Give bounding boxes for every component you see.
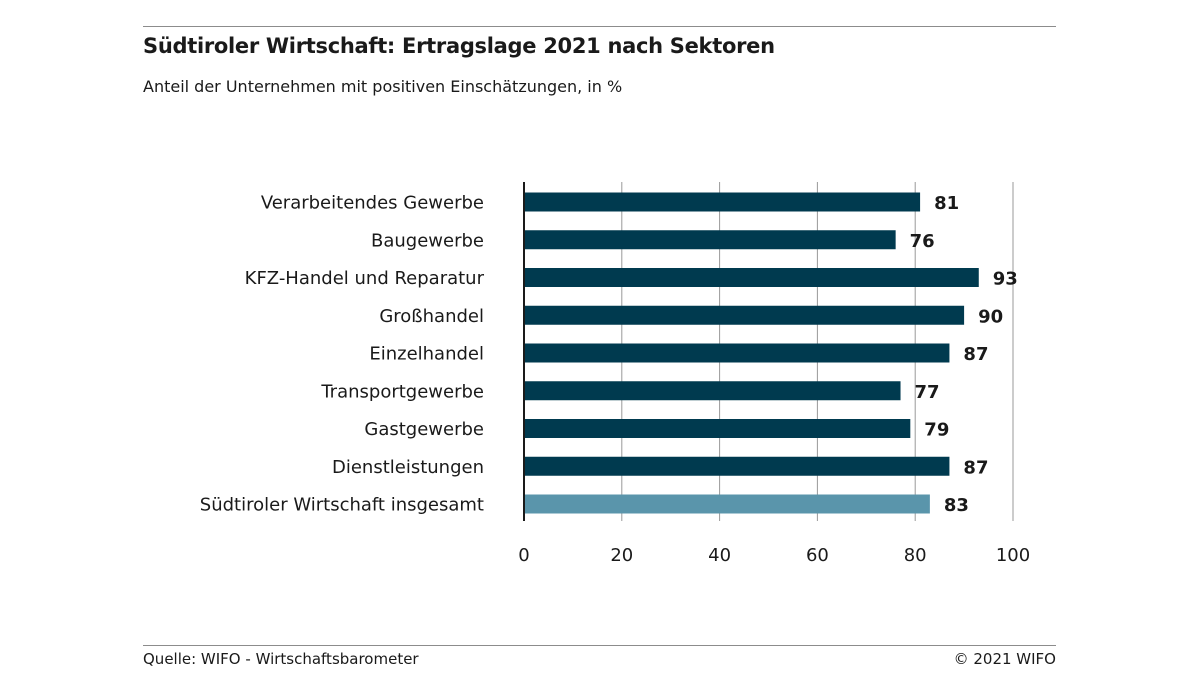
bar <box>524 381 901 401</box>
labels: 0 20 40 60 80 100 Verarbeitendes Gewerbe 81 Baug… <box>200 193 1030 567</box>
category-label: Großhandel <box>379 306 484 327</box>
copyright-note: © 2021 WIFO <box>953 650 1056 668</box>
value-label: 93 <box>993 269 1018 290</box>
category-label: Verarbeitendes Gewerbe <box>261 193 484 214</box>
bottom-rule <box>143 645 1056 646</box>
value-label: 87 <box>963 457 988 478</box>
category-label: KFZ-Handel und Reparatur <box>245 268 485 289</box>
bar <box>524 456 950 476</box>
bar <box>524 343 950 363</box>
bar <box>524 419 911 438</box>
value-label: 87 <box>963 344 988 365</box>
chart-title: Südtiroler Wirtschaft: Ertragslage 2021 … <box>143 34 775 58</box>
category-label: Dienstleistungen <box>332 457 484 478</box>
category-label: Gastgewerbe <box>364 419 484 440</box>
bars <box>524 192 979 514</box>
category-label: Einzelhandel <box>369 344 484 365</box>
bar <box>524 494 930 514</box>
bar <box>524 192 921 212</box>
value-label: 76 <box>910 231 935 252</box>
x-tick-label: 80 <box>904 545 927 566</box>
x-tick-label: 20 <box>610 545 633 566</box>
value-label: 81 <box>934 193 959 214</box>
category-label: Transportgewerbe <box>320 381 484 402</box>
bar <box>524 305 965 325</box>
top-rule <box>143 26 1056 27</box>
value-label: 90 <box>978 306 1003 327</box>
value-label: 79 <box>924 420 949 441</box>
x-tick-label: 100 <box>996 545 1030 566</box>
source-note: Quelle: WIFO - Wirtschaftsbarometer <box>143 650 419 668</box>
bar <box>524 268 979 287</box>
category-label: Baugewerbe <box>371 230 484 251</box>
category-label: Südtiroler Wirtschaft insgesamt <box>200 495 484 516</box>
chart-subtitle: Anteil der Unternehmen mit positiven Ein… <box>143 77 623 96</box>
x-tick-label: 60 <box>806 545 829 566</box>
value-label: 77 <box>915 382 940 403</box>
x-tick-label: 40 <box>708 545 731 566</box>
x-tick-label: 0 <box>518 545 529 566</box>
bar <box>524 230 896 250</box>
value-label: 83 <box>944 495 969 516</box>
